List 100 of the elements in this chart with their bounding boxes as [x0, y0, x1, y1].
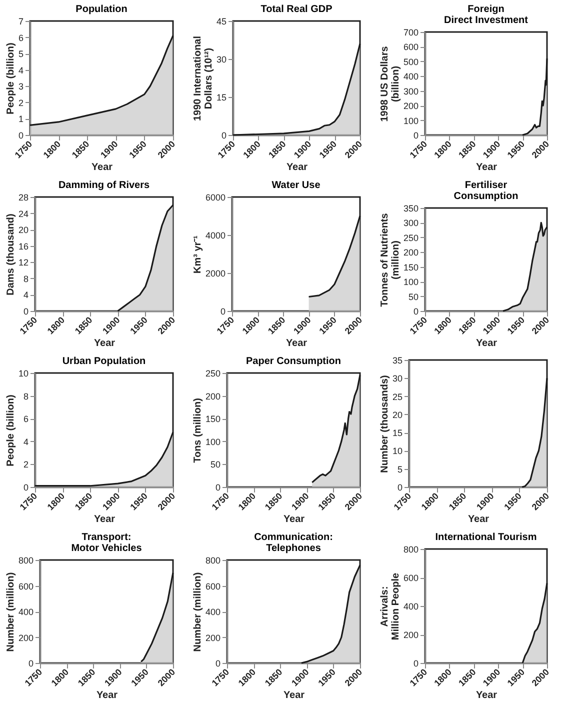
y-tick-label: 200: [205, 632, 220, 643]
y-tick-label: 600: [18, 581, 34, 592]
y-tick-label: 25: [392, 392, 402, 402]
y-axis-title: People (billion): [5, 394, 16, 466]
y-tick-label: 0: [28, 658, 34, 668]
y-tick-label: 4: [23, 290, 28, 300]
y-axis-title: Tonnes of Nutrients (million): [379, 212, 402, 307]
x-axis-title: Year: [283, 690, 305, 702]
y-tick-label: 15: [392, 428, 402, 438]
y-tick-label: 350: [403, 204, 418, 214]
y-tick-label: 0: [413, 306, 418, 316]
x-axis-title: Year: [283, 514, 305, 526]
y-tick-label: 16: [18, 241, 28, 252]
chart-title: Urban Population: [62, 356, 146, 367]
x-axis-title: Year: [91, 162, 113, 174]
y-tick-label: 20: [392, 410, 402, 420]
y-tick-label: 7: [18, 16, 24, 26]
chart-title: Water Use: [272, 180, 321, 191]
y-tick-label: 100: [403, 277, 418, 288]
y-tick-label: 24: [18, 208, 28, 219]
y-axis-title: Number (thousands): [379, 375, 390, 473]
y-tick-label: 200: [18, 632, 34, 643]
y-axis-title: Tons (million): [192, 398, 204, 463]
chart-title: Fertiliser Consumption: [454, 180, 518, 202]
y-tick-label: 300: [403, 218, 418, 228]
y-tick-label: 6000: [205, 192, 226, 202]
y-tick-label: 200: [403, 248, 418, 258]
y-tick-label: 35: [392, 356, 402, 366]
y-tick-label: 400: [18, 607, 34, 617]
y-tick-label: 600: [205, 581, 220, 592]
chart-title: Transport: Motor Vehicles: [71, 532, 142, 554]
y-tick-label: 4: [18, 65, 24, 76]
chart-title: Foreign Direct Investment: [444, 4, 529, 26]
y-tick-label: 0: [221, 130, 226, 140]
x-axis-title: Year: [286, 338, 308, 350]
y-tick-label: 10: [18, 368, 28, 378]
chart-title: International Tourism: [435, 532, 537, 543]
y-tick-label: 400: [205, 607, 220, 617]
y-tick-label: 8: [23, 274, 28, 284]
y-axis-title: Dams (thousand): [5, 214, 16, 296]
y-axis-title: 1998 US Dollars (billion): [379, 46, 402, 122]
y-tick-label: 600: [403, 573, 418, 583]
y-tick-label: 300: [403, 86, 418, 96]
y-tick-label: 0: [220, 306, 226, 316]
y-tick-label: 2000: [205, 268, 226, 278]
y-tick-label: 600: [403, 42, 418, 52]
y-tick-label: 500: [403, 56, 418, 67]
x-axis-title: Year: [476, 690, 498, 702]
y-tick-label: 700: [403, 28, 418, 38]
y-tick-label: 28: [18, 192, 28, 202]
y-tick-label: 5: [18, 49, 24, 60]
y-tick-label: 0: [23, 306, 28, 316]
y-tick-label: 250: [205, 368, 220, 378]
y-axis-title: Arrivals: Million People: [379, 572, 402, 640]
y-tick-label: 800: [18, 556, 34, 566]
chart-title: Population: [76, 4, 128, 15]
y-tick-label: 250: [403, 232, 418, 243]
y-tick-label: 30: [216, 54, 226, 64]
y-tick-label: 6: [23, 414, 28, 424]
y-axis-title: 1990 International Dollars (10¹²): [192, 36, 214, 122]
y-tick-label: 200: [403, 630, 418, 640]
y-tick-label: 30: [392, 374, 402, 384]
y-tick-label: 50: [210, 460, 220, 470]
y-axis-title: Number (million): [5, 572, 16, 652]
y-tick-label: 20: [18, 225, 28, 236]
chart-title: Paper Consumption: [246, 356, 342, 367]
y-tick-label: 0: [413, 130, 418, 140]
y-tick-label: 4000: [205, 230, 226, 240]
y-tick-label: 800: [205, 556, 220, 566]
x-axis-title: Year: [476, 338, 498, 350]
y-tick-label: 12: [18, 258, 28, 268]
y-tick-label: 45: [216, 16, 226, 26]
y-axis-title: Km³ yr⁻¹: [192, 234, 204, 274]
y-tick-label: 8: [23, 391, 28, 402]
y-tick-label: 0: [397, 482, 402, 492]
y-tick-label: 50: [408, 292, 418, 302]
y-axis-title: People (billion): [5, 42, 16, 114]
y-tick-label: 10: [392, 446, 402, 456]
y-tick-label: 1: [18, 114, 24, 124]
y-tick-label: 6: [18, 32, 24, 43]
y-tick-label: 200: [205, 391, 220, 402]
y-tick-label: 800: [403, 544, 418, 554]
chart-title: Damming of Rivers: [58, 180, 150, 191]
y-tick-label: 150: [403, 262, 418, 272]
y-tick-label: 0: [18, 130, 24, 140]
y-tick-label: 5: [397, 464, 402, 474]
x-axis-title: Year: [96, 690, 118, 702]
x-axis-title: Year: [468, 514, 490, 526]
chart-title: Communication: Telephones: [254, 532, 333, 554]
y-tick-label: 400: [403, 72, 418, 82]
y-tick-label: 0: [215, 482, 220, 492]
x-axis-title: Year: [286, 162, 308, 174]
y-tick-label: 0: [215, 658, 220, 668]
y-tick-label: 15: [216, 92, 226, 102]
x-axis-title: Year: [94, 514, 116, 526]
y-tick-label: 3: [18, 82, 24, 92]
y-tick-label: 200: [403, 101, 418, 112]
y-tick-label: 2: [23, 460, 28, 470]
y-tick-label: 100: [403, 116, 418, 126]
y-tick-label: 0: [413, 658, 418, 668]
